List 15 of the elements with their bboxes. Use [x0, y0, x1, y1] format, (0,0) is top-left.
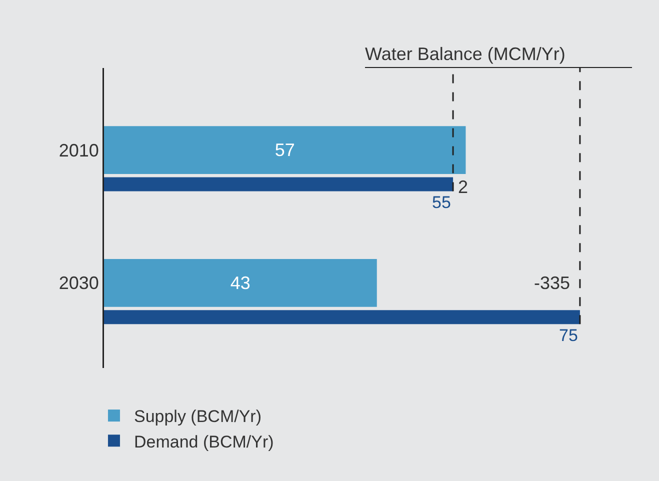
legend-label: Supply (BCM/Yr): [134, 407, 262, 426]
annotation: 2: [458, 177, 468, 197]
bar: [104, 126, 466, 174]
y-tick-label: 2030: [58, 273, 99, 294]
text: Water Balance (MCM/Yr): [365, 44, 566, 64]
data-label: 57: [274, 140, 295, 160]
legend-label: Demand (BCM/Yr): [134, 432, 274, 452]
data-label: 43: [230, 272, 250, 293]
bar: [104, 310, 580, 324]
bar: [104, 259, 377, 307]
data-label: 55: [432, 193, 451, 212]
annotation: -335: [534, 273, 570, 293]
y-tick-label: 2010: [58, 140, 99, 160]
bar: [104, 177, 454, 192]
data-label: 75: [559, 326, 578, 345]
